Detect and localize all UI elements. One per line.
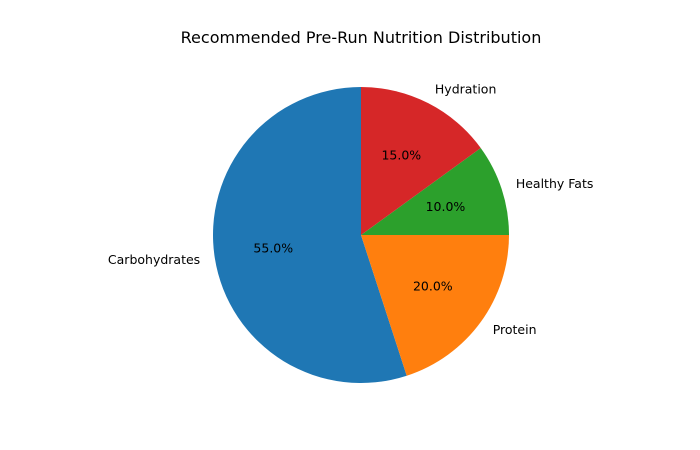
slice-percent-label: 20.0% xyxy=(413,279,453,294)
pie-slices xyxy=(213,87,509,384)
pie-slice-carbohydrates xyxy=(213,87,407,384)
slice-label: Protein xyxy=(493,322,537,337)
slice-percent-label: 15.0% xyxy=(381,147,421,162)
pie-slice-hydration xyxy=(361,87,481,235)
chart-title: Recommended Pre-Run Nutrition Distributi… xyxy=(181,28,542,47)
slice-percent-label: 10.0% xyxy=(426,199,466,214)
pie-slice-healthy-fats xyxy=(361,148,509,235)
slice-label: Hydration xyxy=(435,81,496,96)
pie-labels: Carbohydrates 55.0% Protein 20.0% Healthy Fa… xyxy=(108,81,593,337)
slice-label: Carbohydrates xyxy=(108,252,200,267)
slice-label: Healthy Fats xyxy=(516,176,594,191)
slice-percent-label: 55.0% xyxy=(253,240,293,255)
pie-slice-protein xyxy=(361,235,509,376)
